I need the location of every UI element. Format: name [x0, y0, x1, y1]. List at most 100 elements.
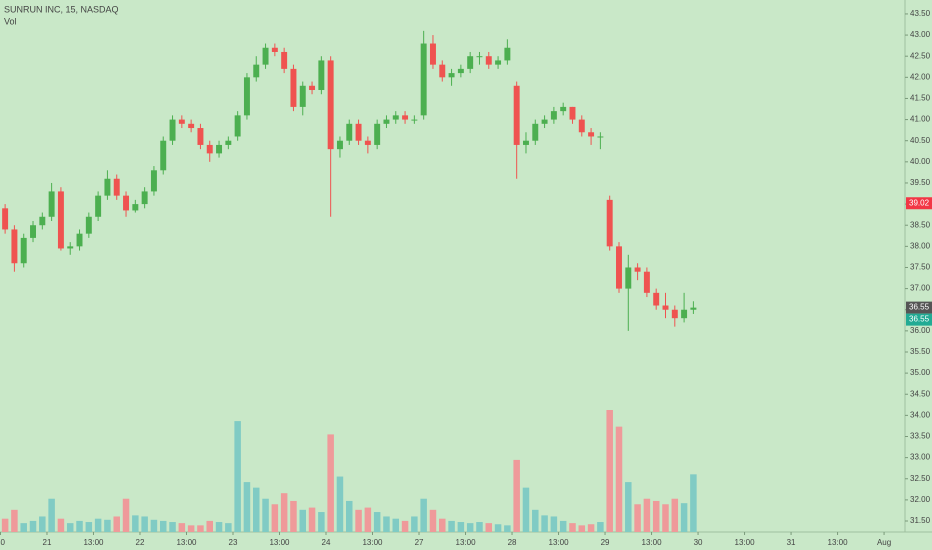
candle-body	[513, 85, 520, 145]
candle-body	[104, 178, 111, 196]
volume-bar	[615, 426, 623, 532]
candle-body	[216, 144, 223, 154]
x-tick-label: 22	[136, 538, 145, 547]
candle-body	[467, 56, 474, 69]
volume-bar	[401, 520, 409, 532]
y-tick-label: 43.50	[910, 9, 931, 18]
volume-bar	[225, 523, 232, 532]
x-tick-label: 13:00	[735, 538, 756, 547]
candle-body	[392, 115, 399, 120]
volume-bar	[262, 498, 269, 532]
candle-body	[597, 136, 604, 138]
volume-bar	[643, 498, 651, 532]
price-tag-label: 36.55	[909, 303, 930, 312]
x-tick-label: Aug	[877, 538, 891, 547]
candle-body	[11, 229, 18, 264]
price-tag	[906, 301, 932, 314]
volume-bar	[559, 520, 567, 532]
candle-body	[150, 170, 157, 192]
candle-body	[336, 140, 343, 150]
volume-bar	[597, 522, 604, 532]
volume-bar	[457, 522, 465, 532]
volume-bar	[141, 516, 148, 532]
volume-bar	[634, 504, 641, 532]
volume-bar	[20, 523, 27, 532]
candle-body	[160, 140, 167, 171]
x-tick-label: 30	[694, 538, 703, 547]
y-tick-label: 36.00	[910, 326, 931, 335]
volume-bar	[76, 520, 83, 532]
volume-bar	[569, 523, 576, 532]
y-tick-label: 41.00	[910, 115, 931, 124]
candle-body	[578, 119, 585, 133]
volume-bar	[541, 515, 548, 532]
volume-bar	[159, 520, 167, 532]
volume-bar	[364, 507, 372, 532]
candle-body	[346, 123, 353, 141]
volume-bar	[308, 507, 316, 532]
x-tick-label: 24	[322, 538, 331, 547]
volume-bar	[290, 500, 297, 532]
volume-bar	[94, 518, 102, 532]
candle-body	[327, 60, 334, 150]
volume-bar	[550, 516, 558, 532]
candle-body	[85, 216, 92, 234]
candle-body	[411, 119, 418, 121]
y-tick-label: 33.00	[910, 453, 931, 462]
candle-body	[643, 271, 650, 293]
x-tick-label: 13:00	[362, 538, 383, 547]
volume-bar	[439, 518, 446, 532]
volume-bar	[197, 525, 204, 532]
volume-bar	[346, 500, 353, 532]
x-tick-label: 13:00	[456, 538, 477, 547]
candle-body	[290, 68, 297, 107]
volume-bar	[420, 498, 427, 532]
volume-bar	[336, 476, 344, 532]
candle-body	[569, 106, 576, 120]
candle-body	[206, 144, 213, 154]
x-tick-label: 13:00	[549, 538, 570, 547]
volume-bar	[215, 522, 223, 532]
candle-body	[299, 85, 306, 107]
volume-bar	[587, 524, 595, 532]
candle-body	[476, 56, 483, 58]
candle-body	[178, 119, 185, 124]
volume-bar	[29, 520, 37, 532]
volume-bar	[299, 509, 307, 532]
y-tick-label: 39.50	[910, 178, 931, 187]
y-tick-label: 37.50	[910, 263, 931, 272]
candle-body	[132, 204, 139, 211]
volume-bar	[206, 520, 213, 532]
y-tick-label: 34.50	[910, 389, 931, 398]
volume-bar	[280, 493, 288, 532]
candle-body	[671, 309, 678, 319]
volume-bar	[625, 482, 632, 532]
volume-bar	[532, 509, 539, 532]
volume-bar	[671, 498, 679, 532]
x-tick-label: 13:00	[642, 538, 663, 547]
candle-body	[485, 56, 492, 65]
volume-label: Vol	[4, 16, 17, 26]
y-tick-label: 40.00	[910, 157, 931, 166]
volume-bar	[392, 518, 400, 532]
volume-bar	[504, 525, 511, 532]
volume-bar	[39, 516, 46, 532]
candle-body	[495, 60, 502, 65]
candle-body	[57, 191, 64, 249]
candle-body	[95, 195, 102, 217]
candle-body	[123, 195, 130, 211]
candle-body	[560, 106, 567, 112]
y-tick-label: 38.50	[910, 220, 931, 229]
candle-body	[169, 119, 176, 141]
chart-title: SUNRUN INC, 15, NASDAQ	[4, 4, 119, 14]
price-tag-label: 39.02	[909, 198, 930, 207]
candle-body	[541, 119, 548, 124]
volume-bar	[690, 474, 697, 532]
y-tick-label: 38.00	[910, 241, 931, 250]
volume-bar	[234, 421, 241, 532]
candle-body	[271, 47, 278, 52]
volume-bar	[355, 509, 362, 532]
price-tag	[906, 313, 932, 326]
